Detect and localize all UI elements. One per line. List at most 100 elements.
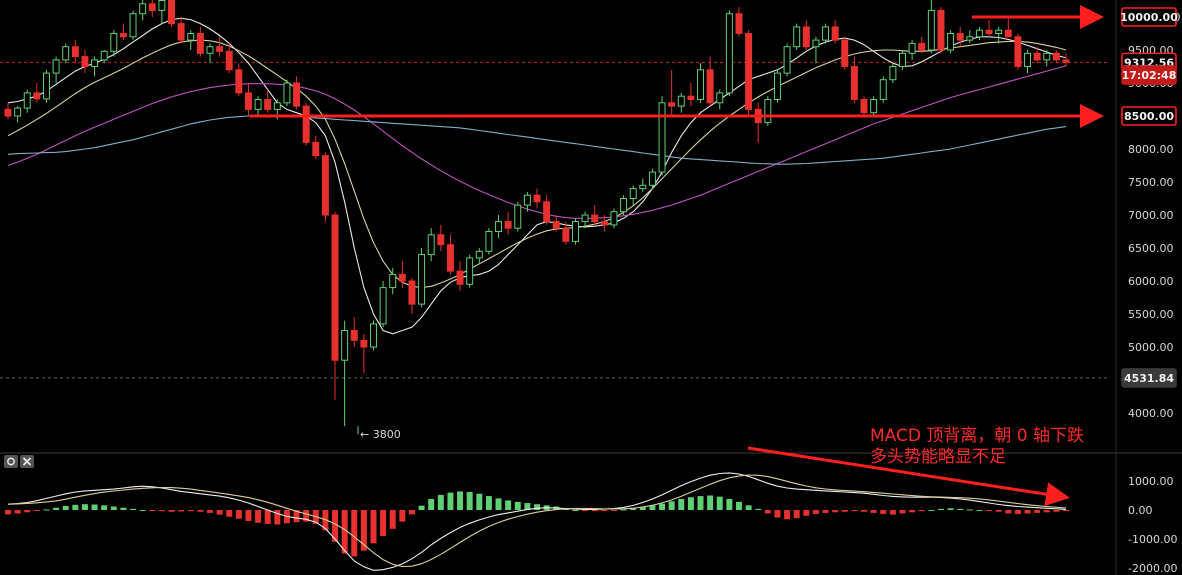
macd-histogram-bar bbox=[582, 510, 589, 511]
candle-body bbox=[1052, 52, 1060, 61]
macd-histogram-bar bbox=[957, 508, 964, 510]
candle bbox=[822, 23, 830, 44]
candle bbox=[947, 30, 955, 54]
candle bbox=[341, 320, 349, 427]
candle bbox=[1043, 50, 1051, 67]
candle-body bbox=[446, 244, 454, 272]
candle bbox=[889, 63, 897, 83]
moving-average-line-2 bbox=[7, 65, 1067, 219]
candle bbox=[398, 261, 406, 288]
candle-body bbox=[841, 39, 849, 67]
candle bbox=[312, 135, 320, 159]
candle-body bbox=[283, 82, 291, 104]
price-badge-label: 8500.00 bbox=[1124, 110, 1174, 123]
macd-histogram-bar bbox=[1024, 510, 1031, 514]
macd-histogram-bar bbox=[668, 501, 675, 510]
candle bbox=[648, 168, 656, 189]
candle bbox=[446, 234, 454, 275]
candle bbox=[14, 106, 22, 123]
candle-body bbox=[148, 3, 156, 11]
macd-histogram-bar bbox=[736, 501, 742, 510]
candle-body bbox=[687, 95, 695, 100]
macd-histogram-bar bbox=[178, 510, 185, 512]
candle-body bbox=[552, 221, 560, 229]
candle bbox=[4, 102, 12, 120]
candle-body bbox=[216, 46, 224, 52]
macd-divergence-arrow bbox=[747, 446, 1070, 507]
candle-body bbox=[398, 273, 406, 282]
macd-histogram-bar bbox=[524, 503, 531, 510]
candle-body bbox=[177, 23, 185, 41]
macd-histogram-bar bbox=[485, 496, 492, 510]
macd-histogram-bar bbox=[832, 510, 839, 513]
candle-body bbox=[571, 221, 579, 242]
macd-histogram-bar bbox=[918, 510, 925, 512]
candle bbox=[1052, 50, 1060, 64]
candle-body bbox=[591, 214, 599, 223]
price-tick-label: 8000.00 bbox=[1128, 143, 1174, 156]
macd-annotation-line-1: MACD 顶背离，朝 0 轴下跌 bbox=[870, 426, 1084, 446]
candle-body bbox=[437, 234, 445, 246]
candle bbox=[918, 36, 926, 54]
candle-body bbox=[793, 26, 801, 48]
candle-body bbox=[168, 0, 175, 25]
candle-body bbox=[379, 287, 387, 325]
macd-histogram-bar bbox=[659, 503, 666, 510]
candle bbox=[52, 56, 60, 83]
macd-histogram-bar bbox=[909, 510, 916, 513]
moving-average-line-0 bbox=[7, 17, 1067, 335]
candle bbox=[985, 20, 993, 37]
macd-histogram-bar bbox=[120, 507, 127, 510]
macd-histogram-bar bbox=[591, 510, 598, 512]
candle bbox=[735, 7, 743, 37]
candle-body bbox=[235, 69, 243, 94]
candle bbox=[581, 211, 589, 229]
candle bbox=[620, 195, 628, 215]
candle bbox=[427, 228, 435, 262]
candle-body bbox=[119, 33, 127, 38]
candle-body bbox=[254, 99, 262, 110]
candle bbox=[937, 7, 945, 54]
price-badge-label: 4531.84 bbox=[1124, 372, 1174, 385]
candle-body bbox=[697, 69, 704, 101]
candle-body bbox=[312, 141, 320, 157]
macd-histogram-bar bbox=[81, 504, 88, 510]
candle-body bbox=[196, 33, 204, 54]
macd-histogram-bar bbox=[822, 510, 829, 513]
candle bbox=[831, 20, 839, 44]
candle-body bbox=[745, 33, 753, 110]
macd-histogram-bar bbox=[947, 508, 954, 510]
macd-tick-label: 0.00 bbox=[1128, 504, 1153, 517]
macd-histogram-bar bbox=[33, 510, 40, 511]
candle-body bbox=[850, 66, 858, 100]
candle-body bbox=[23, 92, 31, 109]
macd-histogram-bar bbox=[726, 498, 733, 510]
candle bbox=[264, 89, 272, 113]
panel-close-icon[interactable] bbox=[20, 455, 34, 468]
candle-body bbox=[273, 102, 281, 110]
macd-tick-label: -2000.00 bbox=[1128, 562, 1177, 575]
candle bbox=[552, 215, 560, 232]
candle bbox=[283, 79, 291, 107]
candle-body bbox=[370, 323, 377, 348]
panel-settings-icon[interactable] bbox=[4, 455, 18, 468]
candle bbox=[668, 69, 676, 116]
candle bbox=[485, 228, 493, 255]
candle-body bbox=[42, 72, 50, 100]
candle bbox=[379, 281, 387, 328]
candle bbox=[360, 333, 368, 374]
candle-body bbox=[995, 29, 1003, 35]
candle bbox=[456, 261, 464, 291]
macd-histogram-bar bbox=[534, 504, 540, 510]
candle-body bbox=[206, 46, 214, 54]
price-badge: 10000.00 bbox=[1120, 7, 1178, 27]
candle bbox=[677, 92, 685, 113]
macd-histogram-bar bbox=[495, 498, 502, 510]
candle-body bbox=[831, 26, 839, 41]
macd-histogram-bar bbox=[784, 510, 791, 520]
macd-tick-label: -1000.00 bbox=[1128, 533, 1177, 546]
moving-average-line-1 bbox=[7, 39, 1067, 289]
macd-histogram-bar bbox=[370, 510, 377, 544]
candle bbox=[91, 56, 99, 77]
candle bbox=[802, 20, 810, 50]
